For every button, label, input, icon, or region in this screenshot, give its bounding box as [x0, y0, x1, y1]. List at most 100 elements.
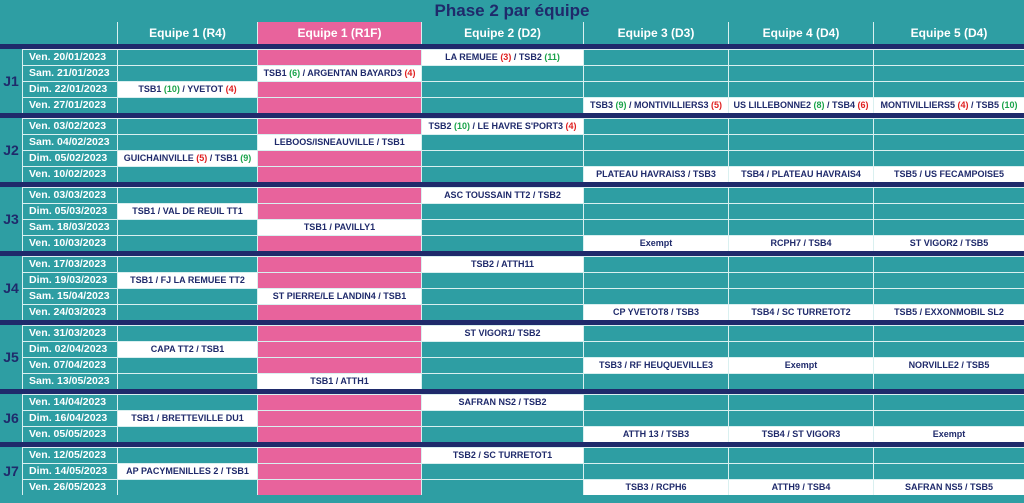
- match-cell: SAFRAN NS2 / TSB2: [421, 394, 583, 410]
- match-cell: Exempt: [873, 426, 1024, 442]
- date-cell: Sam. 13/05/2023: [22, 373, 117, 389]
- journee-label: J4: [3, 280, 19, 296]
- match-cell: [257, 203, 421, 219]
- match-cell: TSB4 / SC TURRETOT2: [728, 304, 873, 320]
- match-cell: TSB2 / ATTH11: [421, 256, 583, 272]
- match-cell: [728, 134, 873, 150]
- table-row: Ven. 20/01/2023 LA REMUEE (3) / TSB2 (11): [0, 49, 1024, 65]
- match-cell: CAPA TT2 / TSB1: [117, 341, 257, 357]
- match-cell: [257, 426, 421, 442]
- score-loss: (5): [711, 100, 723, 110]
- match-cell: [257, 410, 421, 426]
- date-cell: Ven. 03/02/2023: [22, 118, 117, 134]
- match-cell: TSB5 / EXXONMOBIL SL2: [873, 304, 1024, 320]
- match-cell: [873, 447, 1024, 463]
- score-win: (10): [163, 84, 180, 94]
- score-loss: (4): [404, 68, 416, 78]
- score-loss: (4): [225, 84, 237, 94]
- table-row: Dim. 16/04/2023 TSB1 / BRETTEVILLE DU1: [0, 410, 1024, 426]
- match-cell: [117, 235, 257, 251]
- match-cell: [728, 65, 873, 81]
- match-cell: [873, 65, 1024, 81]
- match-cell: [873, 256, 1024, 272]
- match-cell: [583, 219, 728, 235]
- match-cell: [583, 341, 728, 357]
- match-cell: [257, 187, 421, 203]
- date-cell: Dim. 02/04/2023: [22, 341, 117, 357]
- match-cell: MONTIVILLIERS5 (4) / TSB5 (10): [873, 97, 1024, 113]
- date-cell: Dim. 05/02/2023: [22, 150, 117, 166]
- table-row: Dim. 22/01/2023 TSB1 (10) / YVETOT (4): [0, 81, 1024, 97]
- date-cell: Dim. 16/04/2023: [22, 410, 117, 426]
- table-row: Ven. 17/03/2023 TSB2 / ATTH11: [0, 256, 1024, 272]
- match-cell: [728, 150, 873, 166]
- match-cell: [421, 341, 583, 357]
- table-row: Ven. 10/02/2023 PLATEAU HAVRAIS3 / TSB3 TS…: [0, 166, 1024, 182]
- match-cell: [873, 219, 1024, 235]
- column-header-4: Equipe 3 (D3): [583, 22, 728, 44]
- date-cell: Dim. 19/03/2023: [22, 272, 117, 288]
- table-row: Dim. 14/05/2023 AP PACYMENILLES 2 / TSB1: [0, 463, 1024, 479]
- match-cell: [583, 325, 728, 341]
- match-cell: [117, 256, 257, 272]
- match-cell: [728, 118, 873, 134]
- match-cell: [257, 463, 421, 479]
- match-cell: [583, 118, 728, 134]
- match-cell: [728, 463, 873, 479]
- match-cell: [257, 150, 421, 166]
- match-cell: NORVILLE2 / TSB5: [873, 357, 1024, 373]
- match-cell: [421, 373, 583, 389]
- match-cell: [257, 357, 421, 373]
- match-cell: [421, 97, 583, 113]
- match-cell: [873, 150, 1024, 166]
- match-cell: [257, 256, 421, 272]
- match-cell: [257, 325, 421, 341]
- match-cell: [421, 235, 583, 251]
- match-cell: [117, 118, 257, 134]
- table-row: Dim. 05/02/2023 GUICHAINVILLE (5) / TSB1 …: [0, 150, 1024, 166]
- score-loss: (3): [500, 52, 512, 62]
- score-win: (6): [289, 68, 301, 78]
- match-cell: [873, 49, 1024, 65]
- match-cell: [421, 410, 583, 426]
- match-cell: [873, 187, 1024, 203]
- match-cell: [873, 134, 1024, 150]
- group-separator: [0, 182, 1024, 187]
- match-cell: [257, 272, 421, 288]
- match-cell: [583, 373, 728, 389]
- table-row: Sam. 18/03/2023 TSB1 / PAVILLY1: [0, 219, 1024, 235]
- match-cell: TSB1 / ATTH1: [257, 373, 421, 389]
- match-cell: TSB1 / VAL DE REUIL TT1: [117, 203, 257, 219]
- match-cell: [117, 479, 257, 495]
- date-cell: Ven. 12/05/2023: [22, 447, 117, 463]
- match-cell: SAFRAN NS5 / TSB5: [873, 479, 1024, 495]
- match-cell: TSB1 / BRETTEVILLE DU1: [117, 410, 257, 426]
- match-cell: [873, 272, 1024, 288]
- match-cell: [257, 235, 421, 251]
- match-cell: [728, 49, 873, 65]
- team-name: / ARGENTAN BAYARD3: [300, 68, 405, 78]
- match-cell: [728, 373, 873, 389]
- match-cell: [583, 134, 728, 150]
- match-cell: TSB3 / RCPH6: [583, 479, 728, 495]
- match-cell: [728, 447, 873, 463]
- match-cell: [257, 166, 421, 182]
- journee-label: J5: [3, 349, 19, 365]
- table-row: Dim. 19/03/2023 TSB1 / FJ LA REMUEE TT2: [0, 272, 1024, 288]
- match-cell: TSB2 (10) / LE HAVRE S'PORT3 (4): [421, 118, 583, 134]
- match-cell: ATTH 13 / TSB3: [583, 426, 728, 442]
- column-header-3: Equipe 2 (D2): [421, 22, 583, 44]
- match-cell: [873, 410, 1024, 426]
- match-cell: [117, 187, 257, 203]
- match-cell: [117, 394, 257, 410]
- date-cell: Ven. 31/03/2023: [22, 325, 117, 341]
- table-row: Ven. 24/03/2023 CP YVETOT8 / TSB3 TSB4 / S…: [0, 304, 1024, 320]
- team-name: US LILLEBONNE2: [733, 100, 814, 110]
- date-cell: Ven. 24/03/2023: [22, 304, 117, 320]
- match-cell: [421, 219, 583, 235]
- match-cell: [728, 256, 873, 272]
- table-row: Ven. 05/05/2023 ATTH 13 / TSB3 TSB4 / ST V…: [0, 426, 1024, 442]
- date-cell: Ven. 03/03/2023: [22, 187, 117, 203]
- match-cell: [728, 394, 873, 410]
- header-row: Equipe 1 (R4) Equipe 1 (R1F) Equipe 2 (D2)…: [0, 22, 1024, 44]
